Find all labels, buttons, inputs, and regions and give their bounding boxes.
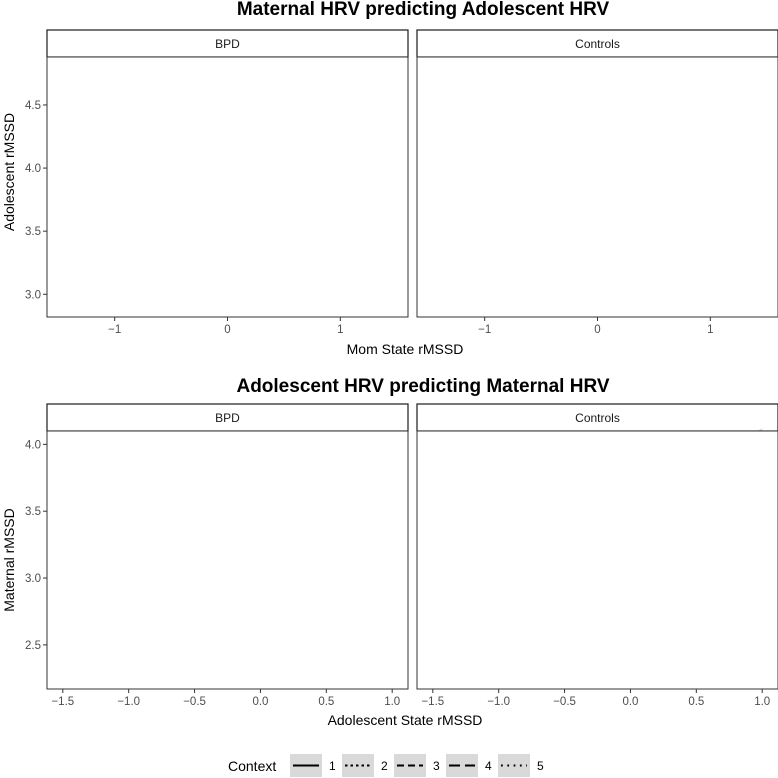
x-tick-label: −0.5	[553, 696, 576, 708]
x-tick-label: 0.5	[318, 696, 334, 708]
panel-strip-label: BPD	[215, 411, 240, 425]
legend: Context 1 2 3 4 5	[228, 754, 544, 777]
panel-strip-label: Controls	[575, 411, 620, 425]
legend-label-context-4: 4	[485, 759, 492, 773]
x-tick-label: 0	[594, 324, 600, 336]
y-tick-label: 4.5	[25, 100, 41, 112]
x-tick-label: 1.0	[754, 696, 770, 708]
x-tick-label: 0	[224, 324, 230, 336]
panel-frame	[416, 56, 778, 318]
x-tick-label: −1	[478, 324, 491, 336]
y-tick-label: 3.5	[25, 226, 41, 238]
panel-frame	[46, 430, 409, 690]
y-tick-label: 4.0	[25, 439, 41, 451]
bottom-chart-title: Adolescent HRV predicting Maternal HRV	[236, 376, 609, 397]
panel-strip	[416, 403, 778, 432]
legend-label-context-2: 2	[381, 759, 388, 773]
x-tick-label: 1.0	[384, 696, 400, 708]
top-chart-y-axis-title: Adolescent rMSSD	[1, 113, 17, 231]
bottom-chart-y-axis-title: Maternal rMSSD	[1, 508, 17, 611]
bottom-chart: Adolescent HRV predicting Maternal HRV A…	[1, 376, 778, 728]
top-chart-panel-controls: Controls −1 0 1	[416, 29, 778, 336]
legend-keys: 1 2 3 4 5	[290, 754, 544, 777]
panel-strip-label: Controls	[575, 37, 620, 51]
x-tick-label: 0.0	[252, 696, 268, 708]
legend-title: Context	[228, 758, 276, 774]
y-tick-label: 4.0	[25, 163, 41, 175]
y-tick-label: 3.5	[25, 506, 41, 518]
panel-frame	[416, 430, 778, 690]
x-tick-label: 0.5	[688, 696, 704, 708]
x-tick-label: 1	[707, 324, 713, 336]
bottom-chart-panel-bpd: BPD −1.5 −1.0 −0.5 0.0 0.5 1.0 2.5 3.0 3.5 4.0	[25, 403, 409, 708]
top-chart-x-axis-title: Mom State rMSSD	[347, 341, 464, 357]
legend-label-context-3: 3	[433, 759, 440, 773]
x-tick-label: −1.5	[421, 696, 444, 708]
panel-strip-label: BPD	[215, 37, 240, 51]
y-tick-label: 2.5	[25, 640, 41, 652]
x-tick-label: −1.5	[51, 696, 74, 708]
legend-label-context-1: 1	[329, 759, 336, 773]
x-tick-label: 0.0	[622, 696, 638, 708]
x-tick-label: −1.0	[487, 696, 510, 708]
y-tick-label: 3.0	[25, 289, 41, 301]
panel-strip	[46, 29, 409, 58]
bottom-chart-panel-controls: Controls −1.5 −1.0 −0.5 0.0 0.5 1.0	[416, 403, 778, 708]
legend-label-context-5: 5	[537, 759, 544, 773]
bottom-chart-x-axis-title: Adolescent State rMSSD	[328, 712, 483, 728]
y-tick-label: 3.0	[25, 573, 41, 585]
x-tick-label: −0.5	[183, 696, 206, 708]
top-chart-title: Maternal HRV predicting Adolescent HRV	[237, 0, 610, 20]
legend-key-context-4	[446, 754, 478, 777]
panel-strip	[46, 403, 409, 432]
top-chart: Maternal HRV predicting Adolescent HRV M…	[1, 0, 778, 357]
panel-frame	[46, 56, 409, 318]
x-tick-label: 1	[337, 324, 343, 336]
x-tick-label: −1	[108, 324, 121, 336]
top-chart-panel-bpd: BPD −1 0 1 3.0 3.5 4.0 4.5	[25, 29, 409, 336]
x-tick-label: −1.0	[117, 696, 140, 708]
